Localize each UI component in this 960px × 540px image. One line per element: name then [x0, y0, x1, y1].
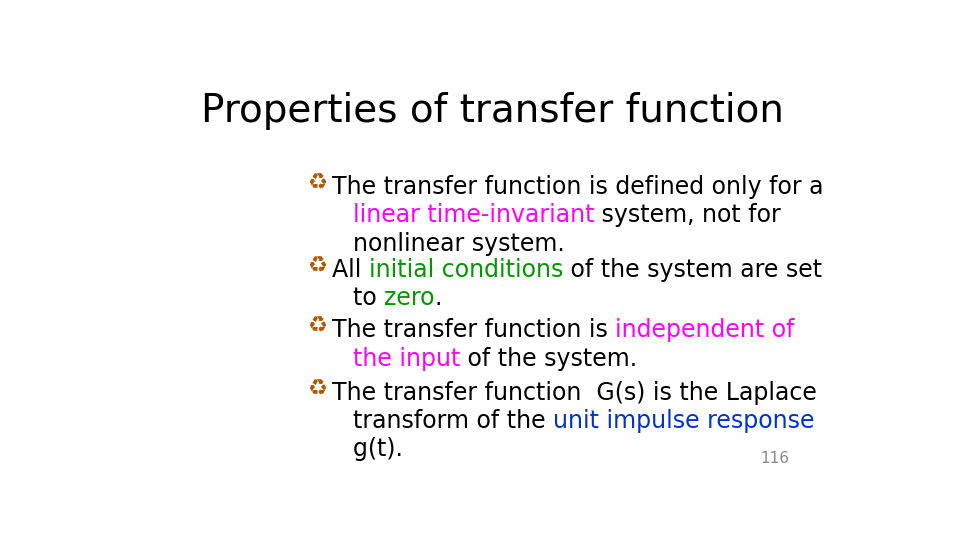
Text: The transfer function is defined only for a: The transfer function is defined only fo…	[332, 175, 824, 199]
Text: of the system are set: of the system are set	[564, 258, 823, 282]
Text: ♻: ♻	[307, 316, 327, 336]
Text: All: All	[332, 258, 369, 282]
Text: system, not for: system, not for	[594, 203, 781, 227]
Text: the input: the input	[353, 347, 461, 371]
Text: The transfer function  G(s) is the Laplace: The transfer function G(s) is the Laplac…	[332, 381, 817, 405]
Text: zero: zero	[384, 286, 435, 310]
Text: The transfer function is: The transfer function is	[332, 319, 615, 342]
Text: ♻: ♻	[307, 173, 327, 193]
Text: linear time-invariant: linear time-invariant	[353, 203, 594, 227]
Text: 116: 116	[760, 451, 789, 466]
Text: unit impulse response: unit impulse response	[553, 409, 815, 433]
Text: ♻: ♻	[307, 379, 327, 399]
Text: initial conditions: initial conditions	[369, 258, 564, 282]
Text: g(t).: g(t).	[338, 437, 403, 461]
Text: nonlinear system.: nonlinear system.	[338, 232, 564, 255]
Text: of the system.: of the system.	[461, 347, 637, 371]
Text: Properties of transfer function: Properties of transfer function	[201, 92, 783, 130]
Text: ♻: ♻	[307, 256, 327, 276]
Text: to: to	[338, 286, 384, 310]
Text: transform of the: transform of the	[338, 409, 553, 433]
Text: independent of: independent of	[615, 319, 795, 342]
Text: .: .	[435, 286, 443, 310]
